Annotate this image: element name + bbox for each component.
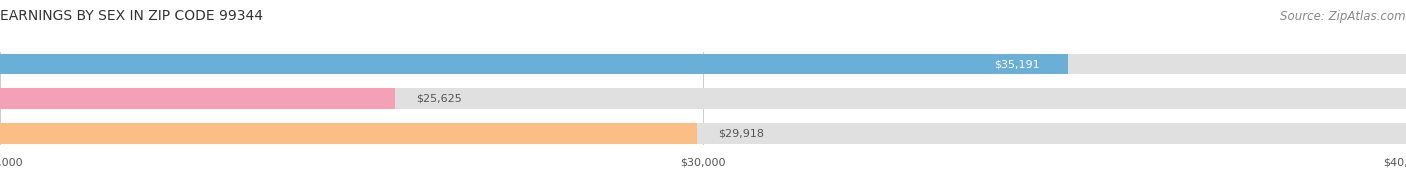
Text: $35,191: $35,191 <box>994 59 1040 69</box>
Text: $29,918: $29,918 <box>718 129 765 139</box>
Bar <box>0 88 395 109</box>
Bar <box>0 123 697 144</box>
Bar <box>0 88 1406 109</box>
Bar <box>0 54 1069 74</box>
Text: Source: ZipAtlas.com: Source: ZipAtlas.com <box>1281 10 1406 23</box>
Text: $25,625: $25,625 <box>416 94 463 104</box>
Text: EARNINGS BY SEX IN ZIP CODE 99344: EARNINGS BY SEX IN ZIP CODE 99344 <box>0 9 263 23</box>
Bar <box>0 123 1406 144</box>
Bar <box>0 54 1406 74</box>
